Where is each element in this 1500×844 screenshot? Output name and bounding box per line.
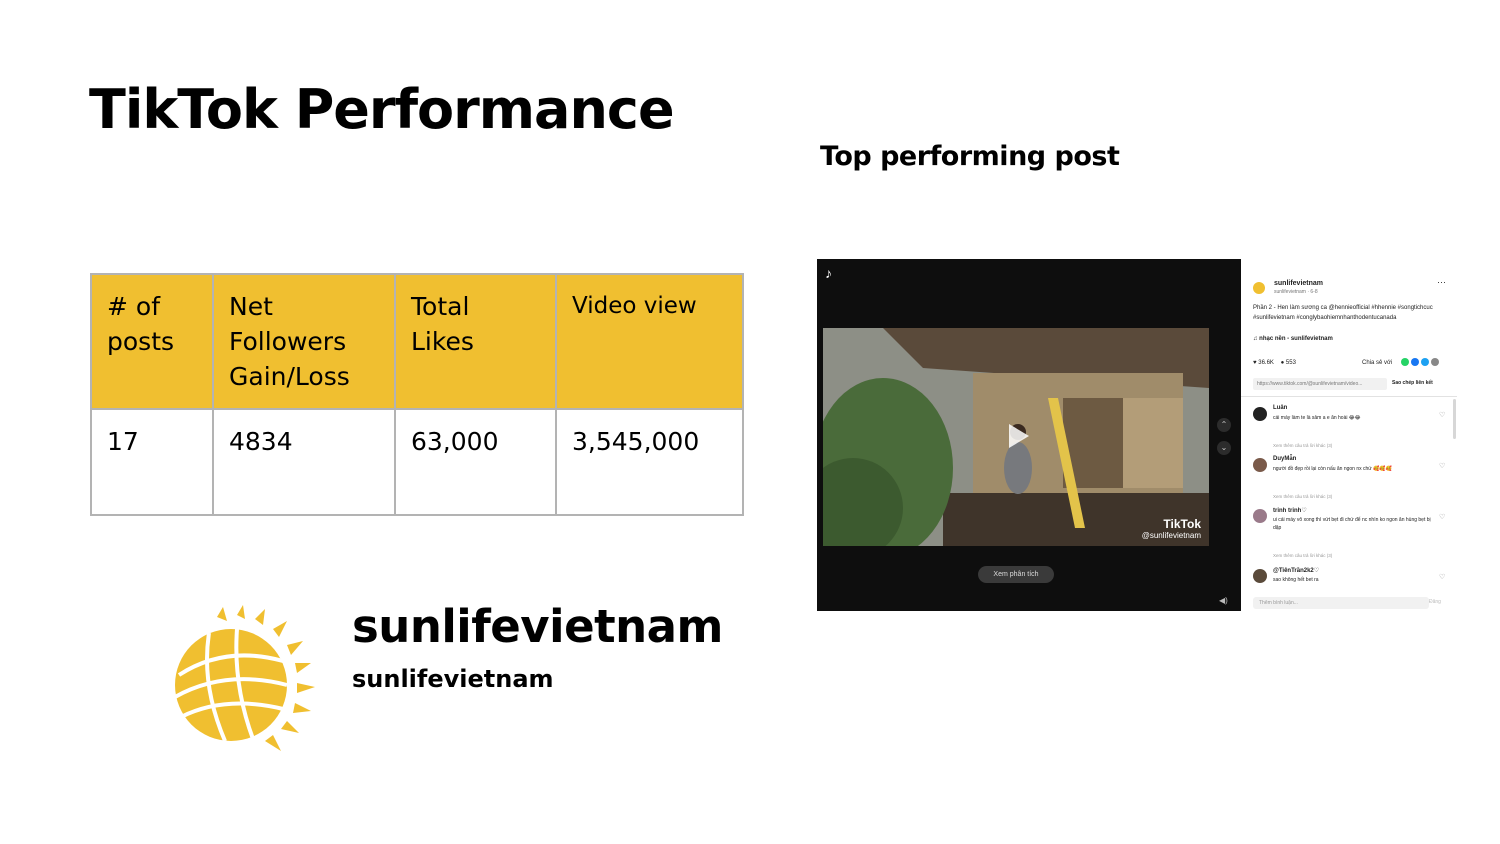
post-music[interactable]: ♫ nhạc nền - sunlifevietnam	[1253, 336, 1333, 342]
chevron-down-icon[interactable]: ⌄	[1217, 441, 1231, 455]
tiktok-watermark: TikTok @sunlifevietnam	[1141, 517, 1201, 540]
brand-handle: sunlifevietnam	[352, 665, 554, 693]
value-video-view: 3,545,000	[555, 408, 744, 516]
video-pane[interactable]: ♪ TikTok @sunlifevietnam ⌃ ⌄	[817, 259, 1241, 611]
header-video-view: Video view	[555, 273, 744, 410]
like-count: 36.6K	[1258, 360, 1274, 366]
chevron-up-icon[interactable]: ⌃	[1217, 418, 1231, 432]
avatar[interactable]	[1253, 458, 1267, 472]
heart-icon[interactable]: ♥	[1253, 360, 1257, 366]
share-label: Chia sẻ với	[1362, 360, 1393, 366]
value-total-likes: 63,000	[394, 408, 557, 516]
heart-icon[interactable]: ♡	[1439, 574, 1446, 581]
comment-icon[interactable]: ●	[1280, 360, 1285, 366]
table-header-row: # of posts Net Followers Gain/Loss Total…	[90, 273, 744, 410]
performance-table: # of posts Net Followers Gain/Loss Total…	[90, 273, 744, 516]
value-net-followers: 4834	[212, 408, 396, 516]
scrollbar[interactable]	[1453, 399, 1456, 439]
post-caption: Phần 2 - Hen làm sương ca @hennieofficia…	[1253, 305, 1433, 321]
brand-name: sunlifevietnam	[352, 600, 723, 653]
analytics-button[interactable]: Xem phân tích	[978, 566, 1054, 583]
copy-link-button[interactable]: Sao chép liên kết	[1392, 380, 1433, 386]
heart-icon[interactable]: ♡	[1439, 412, 1446, 419]
heart-icon[interactable]: ♡	[1439, 463, 1446, 470]
play-icon[interactable]	[1009, 424, 1029, 448]
volume-icon[interactable]: ◀)	[1219, 596, 1228, 605]
post-username[interactable]: sunlifevietnam	[1274, 280, 1324, 287]
share-icons	[1401, 358, 1441, 368]
avatar[interactable]	[1253, 509, 1267, 523]
heart-icon[interactable]: ♡	[1439, 514, 1446, 521]
section-subtitle: Top performing post	[820, 141, 1120, 172]
post-link[interactable]: https://www.tiktok.com/@sunlifevietnam/v…	[1253, 378, 1387, 390]
avatar[interactable]	[1253, 407, 1267, 421]
post-details-panel: sunlifevietnam sunlifevietnam · 6-8 ··· …	[1241, 259, 1457, 611]
video-scene-image	[823, 328, 1209, 546]
header-posts: # of posts	[90, 273, 214, 410]
more-options-icon[interactable]: ···	[1437, 277, 1446, 287]
post-comment-button[interactable]: Đăng	[1429, 599, 1441, 605]
comment-input[interactable]: Thêm bình luận...	[1253, 597, 1429, 609]
video-thumbnail[interactable]: TikTok @sunlifevietnam	[823, 328, 1209, 546]
sun-life-logo-icon	[174, 605, 315, 751]
tiktok-post-screenshot: ♪ TikTok @sunlifevietnam ⌃ ⌄	[817, 259, 1457, 611]
header-total-likes: Total Likes	[394, 273, 557, 410]
twitter-icon[interactable]	[1421, 358, 1429, 366]
post-stats: ♥ 36.6K ● 553	[1253, 360, 1296, 366]
comment-count: 553	[1285, 360, 1296, 366]
divider	[1241, 396, 1457, 397]
avatar[interactable]	[1253, 569, 1267, 583]
table-row: 17 4834 63,000 3,545,000	[90, 408, 744, 516]
value-posts: 17	[90, 408, 214, 516]
avatar[interactable]	[1253, 282, 1265, 294]
whatsapp-icon[interactable]	[1401, 358, 1409, 366]
post-user-sub: sunlifevietnam · 6-8	[1274, 289, 1318, 295]
tiktok-logo-icon: ♪	[825, 265, 832, 281]
more-share-icon[interactable]	[1431, 358, 1439, 366]
facebook-icon[interactable]	[1411, 358, 1419, 366]
page-title: TikTok Performance	[89, 78, 675, 141]
header-net-followers: Net Followers Gain/Loss	[212, 273, 396, 410]
